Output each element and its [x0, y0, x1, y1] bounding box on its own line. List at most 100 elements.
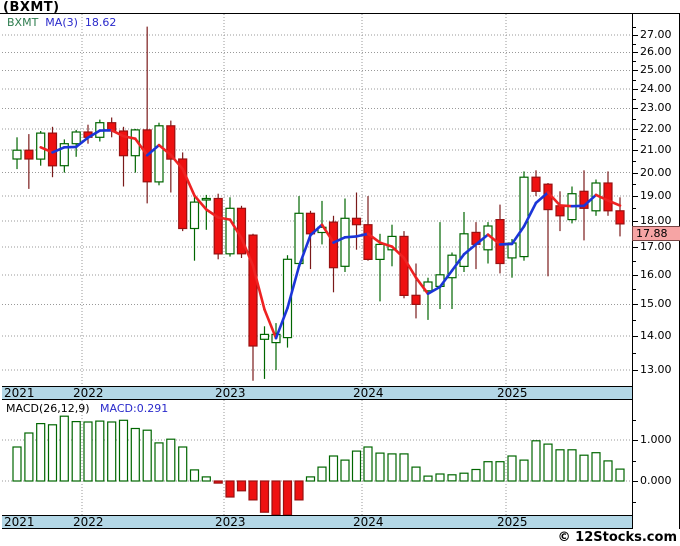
- ma3-line-segment: [205, 208, 220, 219]
- year-label: 2024: [353, 515, 384, 529]
- ma3-line-segment: [355, 232, 370, 238]
- year-label: 2023: [215, 515, 246, 529]
- macd-legend: MACD(26,12,9) MACD:0.291: [6, 402, 168, 415]
- year-label: 2021: [4, 515, 35, 529]
- ma3-line-segment: [157, 143, 173, 157]
- ma3-line-segment: [181, 167, 196, 197]
- axis-major-tick: [633, 88, 638, 90]
- macd-bar-positive: [555, 449, 565, 482]
- ma3-line-segment: [228, 218, 243, 240]
- axis-major-tick: [633, 35, 638, 36]
- ma3-line-segment: [438, 269, 454, 289]
- macd-bar-positive: [399, 453, 409, 482]
- ma3-line-segment: [582, 193, 598, 208]
- macd-bar-negative: [294, 480, 304, 501]
- axis-major-tick: [633, 440, 638, 441]
- macd-bar-positive: [567, 449, 577, 482]
- axis-major-tick: [633, 336, 638, 338]
- candle-down: [579, 190, 589, 209]
- ma3-line-segment: [122, 134, 137, 140]
- candle-up: [154, 125, 164, 183]
- candle-down: [248, 234, 258, 347]
- axis-minor-tick: [633, 118, 636, 120]
- legend-ma-value: 18.62: [84, 16, 117, 29]
- macd-bar-negative: [213, 480, 223, 484]
- macd-bar-positive: [411, 466, 421, 482]
- copyright-watermark: © 12Stocks.com: [557, 530, 677, 545]
- axis-minor-tick: [633, 79, 636, 81]
- candle-down: [615, 210, 625, 225]
- axis-tick-label: 27.00: [640, 28, 672, 41]
- axis-tick-label: 21.00: [640, 143, 672, 157]
- x-axis-year-band-bottom: 2021 2022 2023 2024 2025: [2, 515, 632, 529]
- candle-up: [387, 235, 397, 251]
- macd-bar-positive: [107, 421, 117, 482]
- candle-down: [531, 176, 541, 192]
- ma3-line-segment: [263, 308, 278, 340]
- ma3-line-segment: [474, 233, 490, 246]
- axis-tick-label: 22.00: [640, 121, 672, 135]
- macd-bar-positive: [12, 446, 22, 482]
- axis-minor-tick: [633, 260, 636, 262]
- candle-up: [519, 176, 529, 258]
- macd-bar-negative: [259, 480, 270, 513]
- macd-bar-negative: [225, 480, 235, 498]
- axis-minor-tick: [633, 61, 636, 63]
- axis-minor-tick: [633, 352, 636, 354]
- macd-bar-positive: [495, 461, 505, 482]
- axis-major-tick: [633, 172, 638, 174]
- legend-symbol: BXMT: [7, 16, 39, 29]
- macd-histogram-chart: [2, 400, 632, 515]
- macd-bar-negative: [271, 480, 281, 515]
- axis-minor-tick: [633, 139, 636, 141]
- macd-bar-positive: [71, 421, 81, 482]
- axis-major-tick: [633, 52, 638, 54]
- axis-tick-label: 1.000: [640, 433, 672, 446]
- macd-bar-positive: [579, 454, 589, 482]
- ma3-line-segment: [534, 191, 550, 205]
- macd-bar-positive: [591, 452, 601, 482]
- axis-minor-tick: [633, 501, 636, 503]
- axis-major-tick: [633, 196, 638, 198]
- ma3-line-segment: [86, 129, 102, 139]
- ma3-line-segment: [486, 233, 502, 246]
- macd-bar-positive: [130, 427, 140, 482]
- macd-bar-positive: [507, 455, 517, 482]
- candle-up: [71, 131, 81, 145]
- year-label: 2025: [497, 515, 528, 529]
- ma3-line-segment: [39, 146, 54, 154]
- axis-tick-label: 17.00: [640, 240, 672, 254]
- candle-down: [166, 125, 176, 160]
- axis-major-tick: [633, 70, 638, 72]
- axis-minor-tick: [633, 208, 636, 210]
- macd-bar-positive: [375, 452, 385, 482]
- price-axis: 13.00 14.00 15.00 16.00 17.00 18.00 19.00 20.00…: [632, 14, 680, 529]
- macd-bar-positive: [483, 461, 493, 482]
- macd-bar-negative: [282, 480, 293, 515]
- macd-bar-positive: [351, 450, 362, 482]
- ma3-line-segment: [462, 243, 478, 256]
- axis-tick-label: 15.00: [640, 297, 672, 311]
- ma3-line-segment: [51, 146, 66, 154]
- macd-bar-positive: [423, 475, 433, 482]
- last-price-tag: 17.88: [632, 226, 680, 241]
- macd-bar-positive: [24, 432, 34, 482]
- macd-bar-positive: [615, 468, 625, 482]
- year-label: 2025: [497, 386, 528, 400]
- macd-bar-positive: [531, 440, 541, 482]
- axis-tick-label: 13.00: [640, 363, 672, 376]
- candle-down: [328, 221, 339, 269]
- axis-minor-tick: [633, 43, 636, 45]
- macd-bar-positive: [95, 420, 105, 482]
- macd-legend-name: MACD(26,12,9): [6, 402, 90, 415]
- axis-major-tick: [633, 220, 638, 222]
- axis-minor-tick: [633, 289, 636, 291]
- candle-down: [118, 130, 129, 157]
- axis-major-tick: [633, 274, 638, 276]
- axis-tick-label: 24.00: [640, 81, 672, 95]
- axis-major-tick: [633, 370, 638, 371]
- macd-bar-positive: [543, 443, 553, 482]
- price-candlestick-chart: [2, 14, 632, 386]
- year-label: 2024: [353, 386, 384, 400]
- candle-up: [225, 207, 235, 255]
